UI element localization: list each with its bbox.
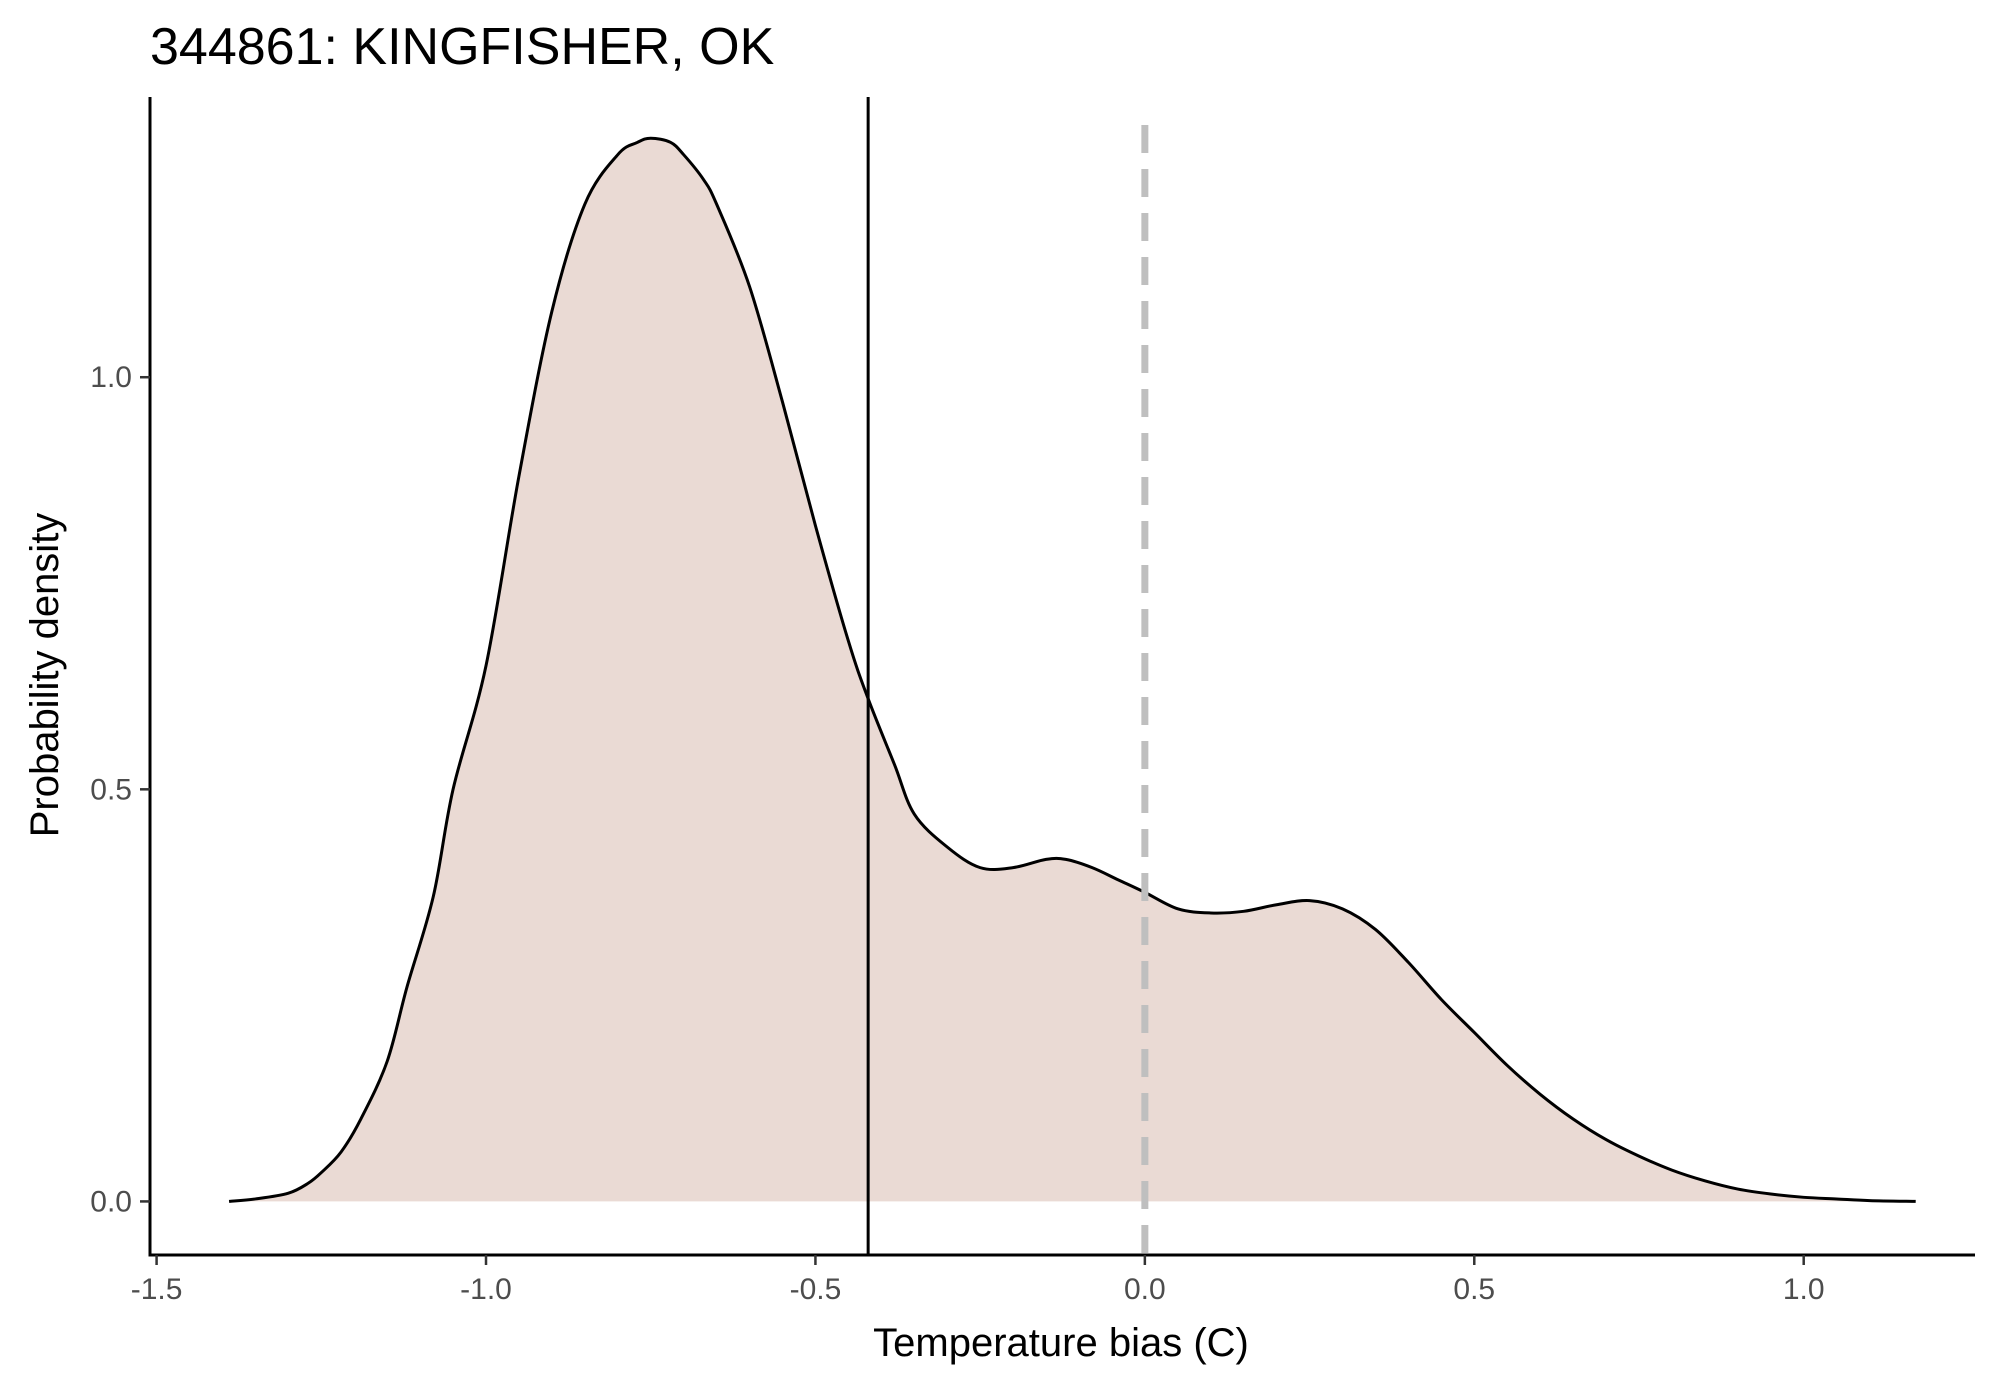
x-tick-label: 0.5 bbox=[1453, 1273, 1495, 1306]
axes: -1.5 -1.0 -0.5 0.0 0.5 1.0 0.0 0.5 1.0 bbox=[90, 97, 1975, 1306]
x-axis-title: Temperature bias (C) bbox=[873, 1321, 1249, 1365]
density-area-fill bbox=[229, 138, 1916, 1202]
x-tick-label: 0.0 bbox=[1124, 1273, 1166, 1306]
x-tick-label: -1.0 bbox=[460, 1273, 512, 1306]
y-tick-label: 1.0 bbox=[90, 361, 132, 394]
x-tick-label: -1.5 bbox=[131, 1273, 183, 1306]
x-tick-label: 1.0 bbox=[1783, 1273, 1825, 1306]
y-tick-label: 0.5 bbox=[90, 773, 132, 806]
x-tick-label: -0.5 bbox=[790, 1273, 842, 1306]
density-curve bbox=[228, 136, 1916, 1203]
y-tick-label: 0.0 bbox=[90, 1185, 132, 1218]
plot-area bbox=[228, 97, 1916, 1255]
chart-title: 344861: KINGFISHER, OK bbox=[150, 18, 775, 76]
y-axis-title: Probability density bbox=[23, 513, 67, 838]
